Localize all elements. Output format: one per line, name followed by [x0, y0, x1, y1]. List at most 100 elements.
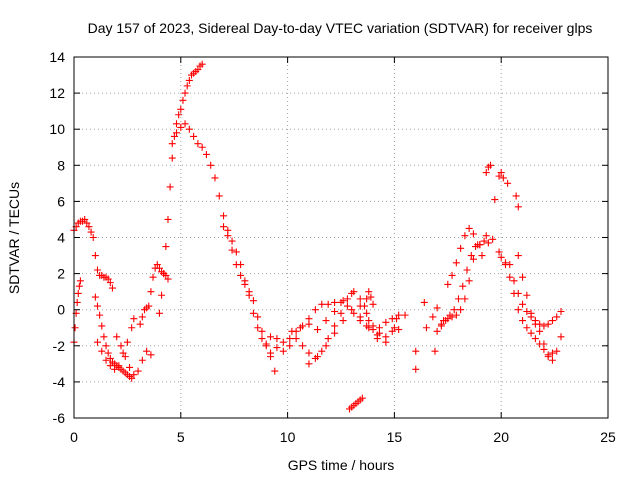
data-point [198, 60, 206, 68]
data-point [170, 132, 178, 140]
data-point [267, 333, 275, 341]
data-point [506, 261, 514, 269]
data-point [337, 309, 345, 317]
data-point [382, 318, 390, 326]
data-point [254, 313, 262, 321]
data-point [115, 362, 123, 370]
data-point [527, 309, 535, 317]
data-point [367, 293, 375, 301]
data-point [220, 223, 228, 231]
data-point [89, 234, 97, 241]
data-point [130, 371, 138, 379]
data-point [138, 313, 146, 321]
data-point [393, 315, 401, 323]
data-point [74, 289, 82, 297]
data-point [457, 244, 465, 252]
data-point [76, 277, 84, 285]
data-point [190, 132, 198, 140]
data-point [497, 169, 505, 177]
y-tick-label: 2 [57, 266, 65, 282]
data-point [540, 322, 548, 330]
data-point [504, 179, 512, 187]
data-point [296, 324, 304, 332]
data-point [343, 295, 351, 303]
data-point [143, 347, 151, 355]
data-point [102, 342, 110, 350]
data-point [514, 289, 522, 297]
y-tick-label: 0 [57, 302, 65, 318]
data-point [356, 313, 364, 321]
y-tick-label: -6 [53, 410, 66, 426]
data-point [478, 252, 486, 260]
data-point [390, 324, 398, 332]
x-axis-label: GPS time / hours [288, 457, 395, 473]
data-point [181, 120, 189, 128]
x-tick-label: 25 [600, 429, 616, 445]
data-point [160, 270, 168, 278]
data-point [531, 335, 539, 343]
data-point [463, 266, 471, 274]
data-point [484, 239, 492, 247]
data-point [514, 306, 522, 314]
data-point [491, 196, 499, 204]
data-point [536, 327, 544, 335]
data-point [514, 203, 522, 211]
data-point [81, 215, 89, 223]
data-point [469, 230, 477, 238]
data-point [119, 349, 127, 357]
data-point [331, 308, 339, 316]
chart-title: Day 157 of 2023, Sidereal Day-to-day VTE… [88, 20, 593, 36]
data-point [177, 105, 185, 113]
data-point [369, 322, 377, 330]
series-dip-2 [113, 333, 155, 379]
x-tick-label: 0 [70, 429, 78, 445]
data-point [314, 353, 322, 361]
data-point [113, 333, 121, 341]
data-point [433, 327, 441, 335]
data-point [331, 329, 339, 337]
data-point [318, 347, 326, 355]
data-point [286, 335, 294, 343]
data-point [452, 259, 460, 267]
data-point [348, 289, 356, 297]
data-point [444, 315, 452, 323]
data-point [292, 335, 300, 343]
series-late-high [482, 161, 522, 211]
data-point [311, 306, 319, 314]
data-point [215, 192, 223, 200]
y-axis-label: SDTVAR / TECUs [6, 182, 22, 294]
series-late-fall-2 [506, 261, 565, 330]
series-mid-cluster-b [273, 288, 396, 362]
data-point [412, 365, 420, 373]
data-point [444, 280, 452, 288]
data-point [365, 317, 373, 325]
series-hump [360, 288, 377, 310]
data-point [487, 161, 495, 169]
y-tick-label: 4 [57, 230, 65, 246]
data-point [553, 347, 561, 355]
data-point [499, 174, 507, 182]
data-point [540, 340, 548, 348]
data-point [429, 313, 437, 321]
data-point [318, 300, 326, 308]
data-point [519, 300, 527, 308]
data-point [262, 340, 270, 348]
data-point [433, 304, 441, 312]
data-point [194, 140, 202, 148]
data-point [117, 342, 125, 350]
data-point [305, 360, 313, 368]
data-point [198, 143, 206, 151]
y-tick-label: -4 [53, 374, 66, 390]
y-tick-label: 6 [57, 193, 65, 209]
series-late-rise-3 [440, 232, 509, 325]
data-point [461, 295, 469, 303]
data-point [497, 253, 505, 261]
data-point [106, 362, 114, 370]
data-point [331, 298, 339, 306]
data-point [130, 315, 138, 323]
data-point [519, 317, 527, 325]
x-tick-label: 20 [493, 429, 509, 445]
data-point [271, 367, 279, 375]
y-tick-label: 12 [49, 85, 65, 101]
